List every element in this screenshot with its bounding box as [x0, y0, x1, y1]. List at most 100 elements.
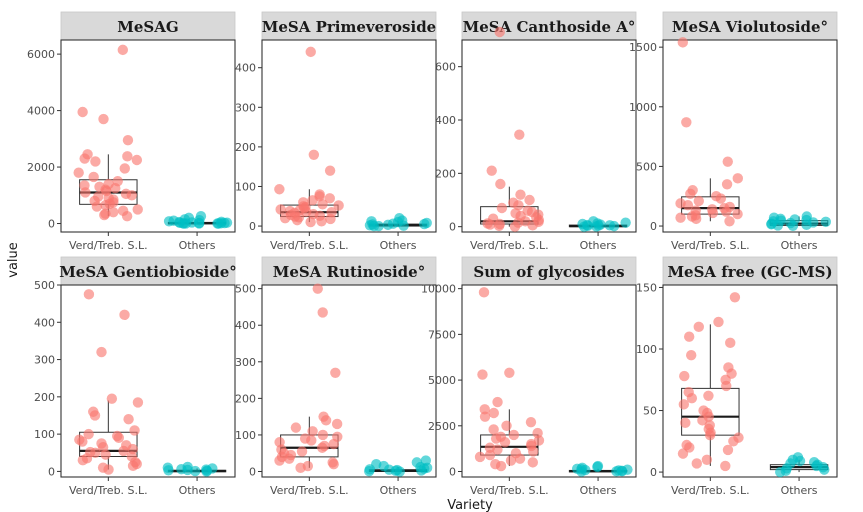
facet-panel: MeSA Violutoside° 0 500 1000 1500 Verd/Treb. … [629, 11, 838, 252]
data-point [701, 454, 713, 465]
facet-title: MeSA Rutinoside° [273, 263, 425, 281]
data-point [83, 428, 94, 440]
facet-title: Sum of glycosides [473, 263, 624, 281]
data-point [488, 407, 499, 419]
data-point [592, 461, 603, 473]
data-point [722, 156, 733, 167]
y-tick-label: 600 [435, 61, 456, 74]
data-point [324, 193, 335, 204]
data-point [190, 465, 201, 477]
data-point [484, 219, 496, 230]
facet-title: MeSAG [117, 18, 178, 36]
facet-title: MeSA Canthoside A° [463, 18, 636, 36]
data-point [794, 455, 806, 467]
data-point [488, 424, 499, 435]
data-point [679, 370, 690, 382]
facet-strip [662, 11, 838, 41]
data-point [494, 26, 505, 38]
data-point [213, 218, 224, 229]
facet-strip [60, 11, 236, 41]
x-tick-label: Others [380, 239, 417, 252]
data-point [307, 195, 318, 206]
data-point [98, 113, 109, 125]
x-tick-label: Verd/Treb. S.L. [470, 239, 549, 252]
data-point [132, 204, 143, 215]
data-point [495, 460, 507, 472]
plot-panel-frame [261, 39, 437, 233]
data-point [312, 283, 323, 294]
data-point [690, 213, 702, 225]
data-point [525, 416, 537, 428]
y-tick-label: 2500 [428, 420, 456, 433]
data-point [317, 442, 328, 453]
data-point [121, 210, 133, 222]
data-point [697, 415, 708, 426]
y-tick-label: 0 [449, 221, 456, 234]
x-tick-label: Others [580, 484, 617, 497]
y-tick-label: 2000 [27, 161, 55, 174]
data-point [394, 466, 405, 477]
data-point [89, 410, 101, 421]
data-point [325, 213, 336, 225]
facet-title: MeSA Primeveroside [262, 18, 436, 36]
y-tick-label: 500 [34, 279, 55, 292]
data-point [100, 199, 111, 211]
y-tick-label: 100 [235, 429, 256, 442]
data-point [307, 426, 318, 437]
data-point [732, 173, 743, 184]
data-point [333, 200, 344, 211]
data-point [504, 367, 515, 378]
data-point [528, 446, 539, 457]
x-tick-label: Verd/Treb. S.L. [671, 239, 750, 252]
facet-strip [461, 256, 637, 286]
data-point [704, 429, 716, 441]
y-tick-label: 200 [34, 391, 55, 404]
data-point [675, 212, 686, 223]
data-point [275, 204, 286, 215]
data-point [324, 165, 336, 176]
data-point [382, 219, 394, 231]
data-point [320, 415, 332, 426]
data-point [317, 307, 328, 318]
y-tick-label: 0 [650, 466, 657, 479]
data-point [106, 393, 118, 404]
data-point [505, 455, 517, 466]
facet-strip [662, 256, 838, 286]
y-tick-label: 400 [435, 114, 456, 127]
x-tick-label: Others [781, 239, 818, 252]
x-axis-title: Variety [447, 498, 493, 512]
data-point [103, 464, 114, 475]
facet-panel: MeSA Gentiobioside° 0 100 200 300 400 500 Verd/… [34, 256, 237, 497]
x-tick-label: Verd/Treb. S.L. [270, 484, 349, 497]
data-point [100, 449, 111, 460]
data-point [88, 171, 99, 183]
data-point [80, 187, 91, 198]
data-point [732, 208, 743, 220]
data-point [182, 464, 193, 476]
data-point [693, 321, 704, 333]
y-tick-label: 500 [235, 283, 256, 296]
x-tick-label: Verd/Treb. S.L. [470, 484, 549, 497]
x-tick-label: Others [179, 484, 216, 497]
y-tick-label: 1000 [629, 101, 657, 114]
data-point [163, 465, 174, 476]
y-tick-label: 200 [435, 167, 456, 180]
data-point [292, 214, 303, 226]
data-point [419, 218, 430, 230]
data-point [296, 446, 308, 457]
facet-panel: MeSA Canthoside A° 0 200 400 600 Verd/Treb. S… [435, 11, 637, 252]
y-tick-label: 4000 [27, 105, 55, 118]
x-tick-label: Verd/Treb. S.L. [69, 239, 148, 252]
x-tick-label: Others [580, 239, 617, 252]
data-point [295, 462, 306, 474]
data-point [515, 189, 526, 200]
data-point [77, 106, 88, 118]
data-point [129, 425, 140, 436]
y-tick-label: 300 [34, 354, 55, 367]
y-tick-label: 400 [235, 62, 256, 75]
data-point [77, 455, 89, 466]
data-point [331, 418, 343, 430]
data-point [274, 184, 285, 195]
data-point [132, 397, 144, 408]
data-point [772, 220, 784, 231]
